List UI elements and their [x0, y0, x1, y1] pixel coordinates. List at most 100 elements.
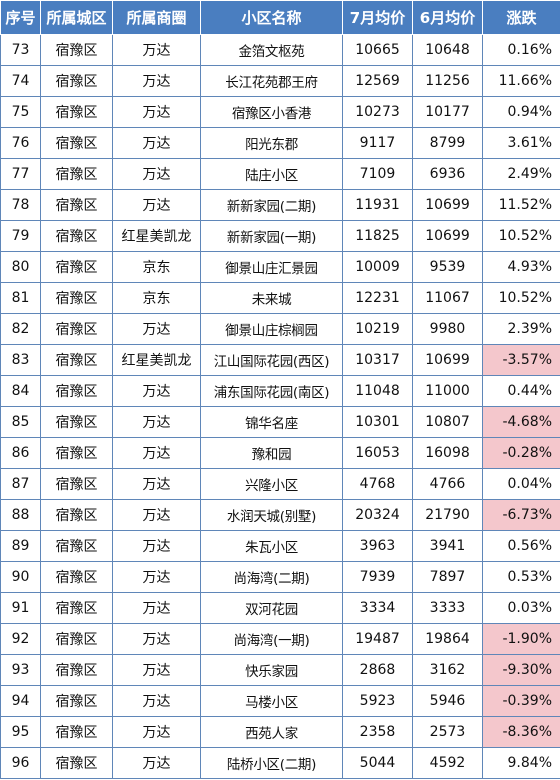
cell-june-price: 6936	[412, 158, 483, 190]
cell-july-price: 10009	[342, 251, 413, 283]
cell-july-price: 10301	[342, 406, 413, 438]
table-row: 89 宿豫区 万达 朱瓦小区 3963 3941 0.56%	[0, 530, 560, 562]
cell-july-price: 10273	[342, 96, 413, 128]
table-row: 94 宿豫区 万达 马楼小区 5923 5946 -0.39%	[0, 685, 560, 717]
cell-july-price: 4768	[342, 468, 413, 500]
cell-district: 宿豫区	[40, 282, 113, 314]
cell-index: 91	[0, 592, 41, 624]
cell-index: 79	[0, 220, 41, 252]
cell-june-price: 11256	[412, 65, 483, 97]
cell-business-area: 万达	[112, 158, 201, 190]
cell-july-price: 11825	[342, 220, 413, 252]
cell-index: 83	[0, 344, 41, 376]
cell-community-name: 阳光东郡	[200, 127, 343, 159]
cell-district: 宿豫区	[40, 34, 113, 66]
cell-business-area: 万达	[112, 530, 201, 562]
table-row: 86 宿豫区 万达 豫和园 16053 16098 -0.28%	[0, 437, 560, 469]
cell-business-area: 万达	[112, 561, 201, 593]
cell-change: -4.68%	[482, 406, 560, 438]
cell-june-price: 10648	[412, 34, 483, 66]
cell-july-price: 2868	[342, 654, 413, 686]
cell-business-area: 万达	[112, 592, 201, 624]
cell-business-area: 万达	[112, 127, 201, 159]
cell-june-price: 11000	[412, 375, 483, 407]
cell-community-name: 西苑人家	[200, 716, 343, 748]
cell-district: 宿豫区	[40, 158, 113, 190]
cell-district: 宿豫区	[40, 127, 113, 159]
table-row: 75 宿豫区 万达 宿豫区小香港 10273 10177 0.94%	[0, 96, 560, 128]
cell-district: 宿豫区	[40, 747, 113, 779]
cell-community-name: 新新家园(二期)	[200, 189, 343, 221]
cell-change: 9.84%	[482, 747, 560, 779]
cell-business-area: 万达	[112, 468, 201, 500]
header-index: 序号	[0, 0, 41, 35]
cell-business-area: 万达	[112, 499, 201, 531]
table-row: 82 宿豫区 万达 御景山庄棕榈园 10219 9980 2.39%	[0, 313, 560, 345]
cell-index: 94	[0, 685, 41, 717]
cell-community-name: 御景山庄棕榈园	[200, 313, 343, 345]
table-row: 91 宿豫区 万达 双河花园 3334 3333 0.03%	[0, 592, 560, 624]
table-header: 序号 所属城区 所属商圈 小区名称 7月均价 6月均价 涨跌	[0, 0, 560, 35]
cell-change: -0.39%	[482, 685, 560, 717]
cell-june-price: 4766	[412, 468, 483, 500]
cell-change: -9.30%	[482, 654, 560, 686]
cell-index: 84	[0, 375, 41, 407]
cell-district: 宿豫区	[40, 437, 113, 469]
cell-business-area: 红星美凯龙	[112, 220, 201, 252]
cell-community-name: 浦东国际花园(南区)	[200, 375, 343, 407]
header-change: 涨跌	[482, 0, 560, 35]
cell-july-price: 16053	[342, 437, 413, 469]
cell-change: -1.90%	[482, 623, 560, 655]
table-row: 96 宿豫区 万达 陆桥小区(二期) 5044 4592 9.84%	[0, 747, 560, 779]
table-row: 92 宿豫区 万达 尚海湾(一期) 19487 19864 -1.90%	[0, 623, 560, 655]
cell-index: 82	[0, 313, 41, 345]
cell-community-name: 陆庄小区	[200, 158, 343, 190]
cell-district: 宿豫区	[40, 65, 113, 97]
cell-june-price: 10807	[412, 406, 483, 438]
cell-change: 0.16%	[482, 34, 560, 66]
table-row: 80 宿豫区 京东 御景山庄汇景园 10009 9539 4.93%	[0, 251, 560, 283]
cell-july-price: 5923	[342, 685, 413, 717]
cell-community-name: 快乐家园	[200, 654, 343, 686]
cell-community-name: 未来城	[200, 282, 343, 314]
cell-index: 76	[0, 127, 41, 159]
cell-june-price: 16098	[412, 437, 483, 469]
cell-change: 0.56%	[482, 530, 560, 562]
cell-community-name: 双河花园	[200, 592, 343, 624]
cell-june-price: 19864	[412, 623, 483, 655]
header-district: 所属城区	[40, 0, 113, 35]
cell-business-area: 万达	[112, 375, 201, 407]
cell-district: 宿豫区	[40, 468, 113, 500]
cell-change: -8.36%	[482, 716, 560, 748]
cell-district: 宿豫区	[40, 499, 113, 531]
cell-business-area: 万达	[112, 406, 201, 438]
cell-district: 宿豫区	[40, 189, 113, 221]
cell-business-area: 万达	[112, 437, 201, 469]
cell-community-name: 尚海湾(一期)	[200, 623, 343, 655]
cell-community-name: 锦华名座	[200, 406, 343, 438]
cell-index: 73	[0, 34, 41, 66]
cell-district: 宿豫区	[40, 592, 113, 624]
table-row: 85 宿豫区 万达 锦华名座 10301 10807 -4.68%	[0, 406, 560, 438]
cell-business-area: 万达	[112, 654, 201, 686]
cell-change: -3.57%	[482, 344, 560, 376]
cell-business-area: 京东	[112, 251, 201, 283]
cell-july-price: 9117	[342, 127, 413, 159]
table-row: 88 宿豫区 万达 水润天城(别墅) 20324 21790 -6.73%	[0, 499, 560, 531]
cell-july-price: 7109	[342, 158, 413, 190]
cell-community-name: 水润天城(别墅)	[200, 499, 343, 531]
cell-index: 74	[0, 65, 41, 97]
cell-june-price: 10699	[412, 189, 483, 221]
cell-index: 81	[0, 282, 41, 314]
table-row: 77 宿豫区 万达 陆庄小区 7109 6936 2.49%	[0, 158, 560, 190]
cell-district: 宿豫区	[40, 96, 113, 128]
cell-change: 2.49%	[482, 158, 560, 190]
cell-change: 0.94%	[482, 96, 560, 128]
cell-district: 宿豫区	[40, 685, 113, 717]
cell-district: 宿豫区	[40, 530, 113, 562]
cell-change: 0.44%	[482, 375, 560, 407]
cell-community-name: 朱瓦小区	[200, 530, 343, 562]
cell-index: 93	[0, 654, 41, 686]
cell-community-name: 江山国际花园(西区)	[200, 344, 343, 376]
